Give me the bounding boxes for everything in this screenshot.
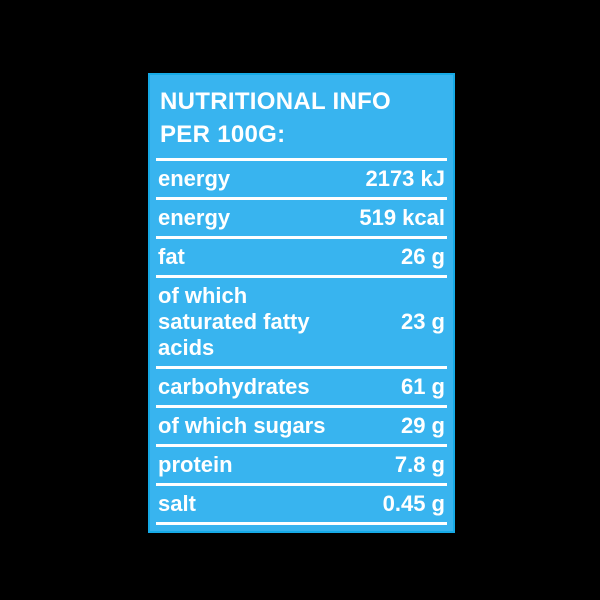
nutrition-table: energy 2173 kJ energy 519 kcal fat 26 g … xyxy=(156,158,447,525)
table-row-carbohydrates: carbohydrates 61 g xyxy=(156,366,447,405)
row-label: energy xyxy=(158,166,231,191)
row-label: salt xyxy=(158,491,196,516)
row-value: 23 g xyxy=(400,309,445,334)
table-row-protein: protein 7.8 g xyxy=(156,444,447,483)
row-value: 29 g xyxy=(400,413,445,438)
row-label: protein xyxy=(158,452,233,477)
table-row-fat: fat 26 g xyxy=(156,236,447,275)
table-row-energy-kj: energy 2173 kJ xyxy=(156,158,447,197)
row-label: carbohydrates xyxy=(158,374,310,399)
row-label: of which saturated fatty acids xyxy=(158,283,310,360)
row-value: 61 g xyxy=(400,374,445,399)
card-title-line1: NUTRITIONAL INFO xyxy=(160,88,392,115)
nutrition-card: NUTRITIONAL INFO PER 100G: energy 2173 k… xyxy=(148,73,455,533)
row-value: 2173 kJ xyxy=(365,166,445,191)
row-label: energy xyxy=(158,205,231,230)
row-value: 0.45 g xyxy=(382,491,445,516)
row-label: of which sugars xyxy=(158,413,326,438)
table-row-salt: salt 0.45 g xyxy=(156,483,447,525)
table-row-sugars: of which sugars 29 g xyxy=(156,405,447,444)
row-value: 519 kcal xyxy=(359,205,445,230)
card-title-line2: PER 100G: xyxy=(160,121,286,148)
row-value: 7.8 g xyxy=(394,452,445,477)
table-row-saturated-fatty-acids: of which saturated fatty acids 23 g xyxy=(156,275,447,366)
row-value: 26 g xyxy=(400,244,445,269)
table-row-energy-kcal: energy 519 kcal xyxy=(156,197,447,236)
card-title: NUTRITIONAL INFO PER 100G: xyxy=(156,83,447,158)
row-label: fat xyxy=(158,244,185,269)
